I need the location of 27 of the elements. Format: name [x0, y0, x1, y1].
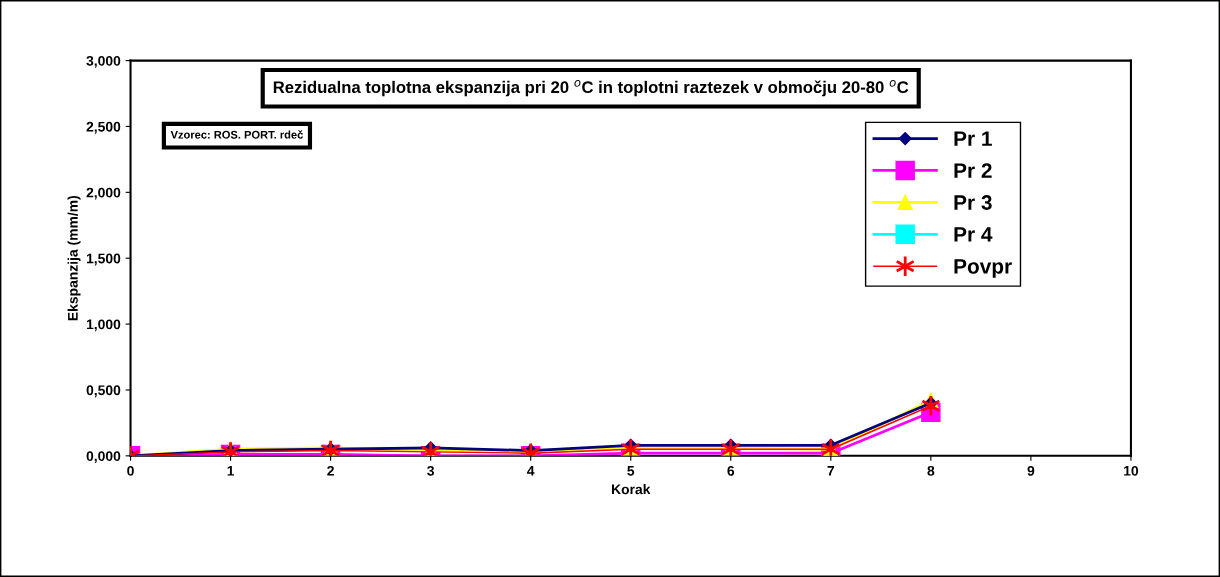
text: Rezidualna toplotna ekspanzija pri 20 $^{o}$C in toplotni raztezek v območju 20-80 $^{o}$C	[273, 80, 909, 97]
legend-label: Pr 3	[954, 195, 992, 210]
legend-label: Pr 4	[954, 227, 993, 242]
x-axis-title: Korak	[611, 484, 651, 495]
legend-label: Povpr	[954, 259, 1012, 278]
y-tick-label: 0,500	[86, 385, 121, 398]
x-tick-label: 10	[1124, 465, 1139, 476]
x-tick-label: 0	[127, 465, 134, 476]
y-tick-label: 1,500	[86, 253, 121, 266]
x-tick-label: 2	[327, 465, 334, 476]
annotation: Vzorec: ROS. PORT. rdeč	[170, 130, 303, 139]
legend-label: Pr 2	[954, 163, 992, 178]
y-axis-title: Ekspanzija (mm/m)	[67, 195, 81, 321]
x-tick-label: 6	[727, 465, 735, 476]
x-tick-label: 7	[827, 466, 835, 476]
x-tick-label: 3	[427, 465, 435, 476]
x-tick-label: 5	[627, 466, 635, 476]
y-tick-label: 3,000	[86, 55, 121, 68]
y-tick-label: 0,000	[86, 451, 121, 464]
y-tick-label: 1,000	[86, 319, 121, 332]
x-tick-label: 9	[1027, 465, 1035, 476]
x-tick-label: 1	[227, 466, 235, 476]
legend-label: Pr 1	[954, 131, 992, 146]
x-tick-label: 8	[927, 465, 935, 476]
y-tick-label: 2,000	[86, 187, 121, 200]
y-tick-label: 2,500	[86, 121, 121, 134]
x-tick-label: 4	[527, 466, 535, 476]
